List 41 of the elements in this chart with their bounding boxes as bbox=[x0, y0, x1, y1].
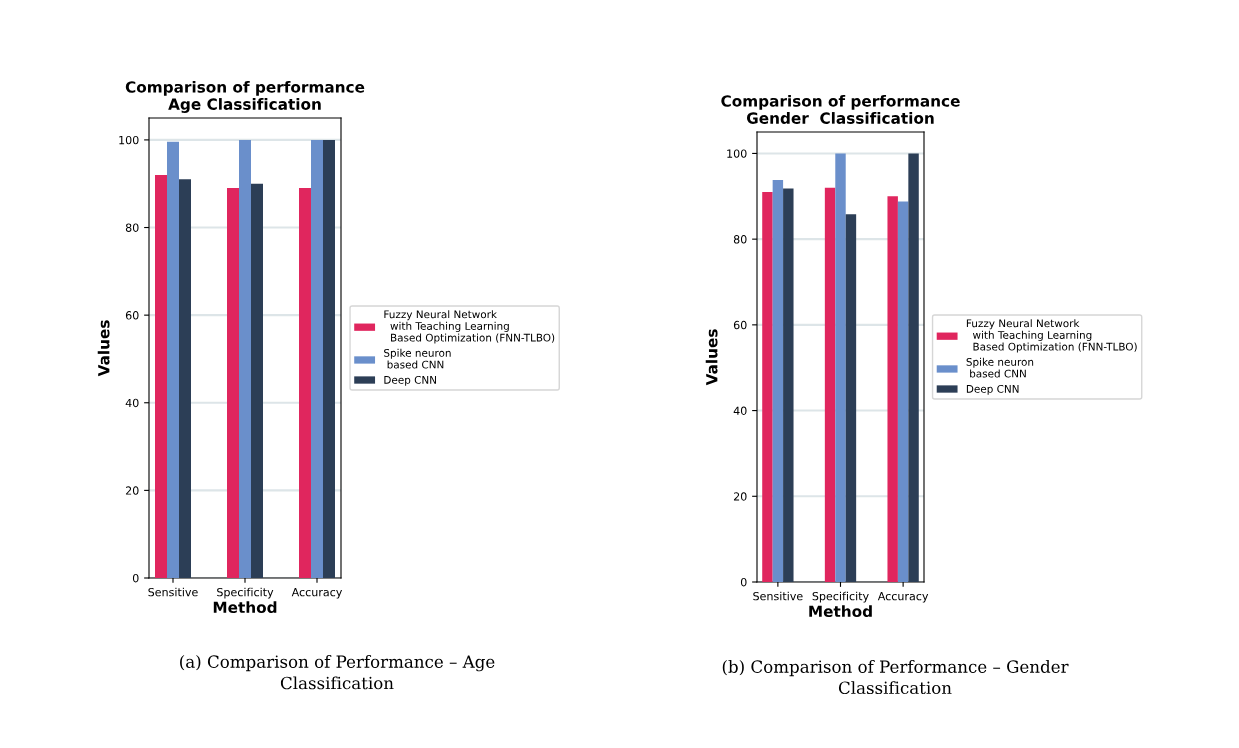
y-tick-label: 20 bbox=[733, 492, 747, 501]
bar bbox=[783, 188, 794, 582]
bar bbox=[908, 153, 919, 582]
y-tick-label: 100 bbox=[727, 149, 747, 158]
x-tick-label: Accuracy bbox=[877, 592, 929, 603]
x-tick-label: Sensitive bbox=[148, 587, 198, 597]
y-tick-label: 0 bbox=[740, 577, 747, 587]
legend-label: Deep CNN bbox=[384, 375, 436, 386]
text: (b) Comparison of Performance – Gender Classification bbox=[722, 660, 1069, 695]
x-tick-label: Accuracy bbox=[291, 588, 343, 599]
y-tick-label: 0 bbox=[132, 573, 139, 583]
chart-title: Comparison of performance Age Classification bbox=[125, 80, 365, 113]
x-tick-label: Specificity bbox=[217, 587, 274, 599]
bar bbox=[824, 187, 836, 582]
y-tick-label: 40 bbox=[733, 406, 747, 415]
y-tick-label: 80 bbox=[733, 235, 747, 244]
text: (a) Comparison of Performance – Age Classification bbox=[180, 655, 495, 690]
x-tick-label: Specificity bbox=[812, 591, 869, 603]
y-axis-title: Values bbox=[705, 329, 718, 386]
y-tick-label: 80 bbox=[125, 223, 139, 232]
x-axis-title: Method bbox=[213, 601, 277, 614]
legend-label: Spike neuron based CNN bbox=[966, 357, 1034, 378]
legend-label: Fuzzy Neural Network with Teaching Learning Based Optimization (FNN-TLBO) bbox=[384, 310, 555, 344]
y-tick-label: 20 bbox=[125, 486, 139, 495]
y-tick-label: 60 bbox=[733, 320, 747, 330]
y-tick-label: 100 bbox=[119, 135, 139, 145]
bar bbox=[887, 196, 898, 582]
legend-label: Spike neuron based CNN bbox=[384, 348, 451, 369]
chart-title: Comparison of performance Gender Classification bbox=[721, 94, 960, 124]
x-axis-title: Method bbox=[809, 605, 872, 618]
bar bbox=[845, 214, 857, 582]
bar bbox=[897, 201, 909, 582]
legend-label: Deep CNN bbox=[966, 384, 1019, 395]
bar bbox=[762, 192, 773, 582]
y-tick-label: 40 bbox=[125, 398, 139, 408]
y-tick-label: 60 bbox=[125, 311, 139, 320]
x-tick-label: Sensitive bbox=[753, 591, 803, 601]
legend-label: Fuzzy Neural Network with Teaching Learning Based Optimization (FNN-TLBO) bbox=[966, 319, 1137, 353]
y-axis-title: Values bbox=[97, 320, 110, 377]
bar bbox=[835, 153, 846, 582]
bar bbox=[772, 180, 784, 582]
